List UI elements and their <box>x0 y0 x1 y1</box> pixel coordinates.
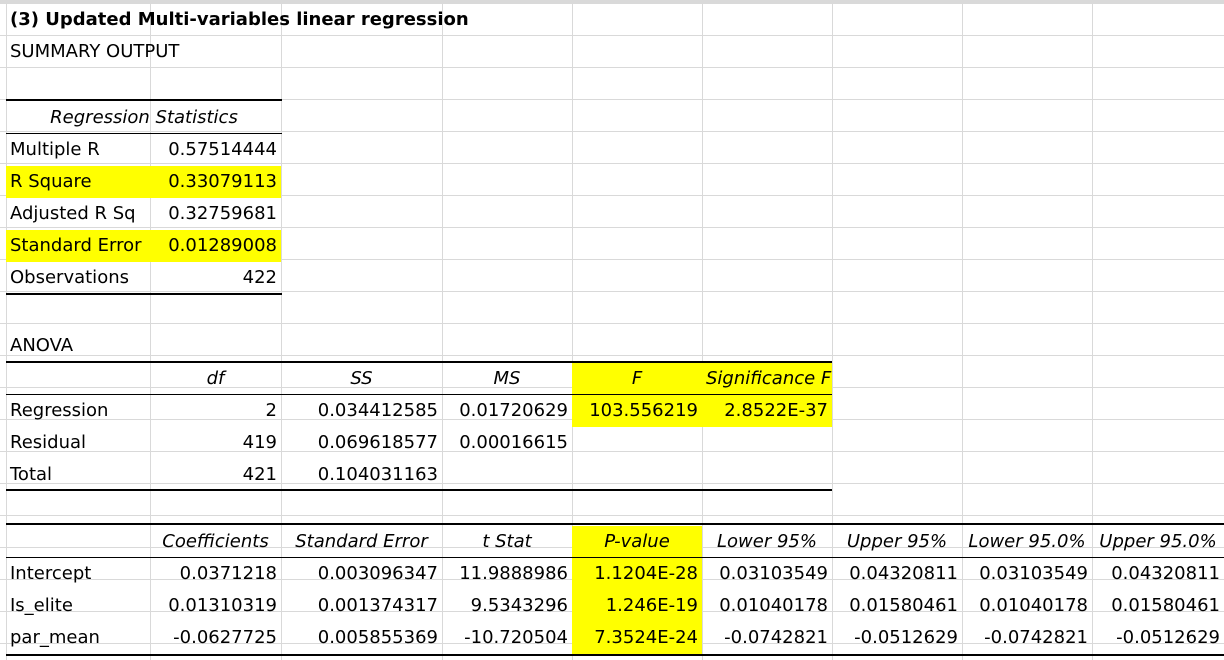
anova-label-regression[interactable]: Regression <box>10 400 109 421</box>
regstats-label-r-square[interactable]: R Square <box>6 166 150 198</box>
coef-header-standard-error[interactable]: Standard Error <box>295 531 428 552</box>
coef-intercept-lower-95[interactable]: 0.03103549 <box>719 563 828 584</box>
anova-header-significance-f[interactable]: Significance F <box>702 363 832 395</box>
regstats-value-r-square[interactable]: 0.33079113 <box>150 166 281 198</box>
regstats-label-standard-error[interactable]: Standard Error <box>6 230 150 262</box>
anova-header-f[interactable]: F <box>572 363 702 395</box>
coef-is-elite-upper-95[interactable]: 0.01580461 <box>849 595 958 616</box>
coef-intercept-standard-error[interactable]: 0.003096347 <box>317 563 438 584</box>
coef-top-border <box>6 523 1224 525</box>
coef-par-mean-coefficient[interactable]: -0.0627725 <box>173 627 277 648</box>
coef-par-mean-upper-95[interactable]: -0.0512629 <box>854 627 958 648</box>
coef-is-elite-p-value[interactable]: 1.246E-19 <box>572 590 702 622</box>
anova-ms-regression[interactable]: 0.01720629 <box>459 400 568 421</box>
anova-df-total[interactable]: 421 <box>242 464 277 485</box>
anova-df-residual[interactable]: 419 <box>242 432 277 453</box>
regstats-value-multiple-r[interactable]: 0.57514444 <box>168 139 277 160</box>
anova-ss-total[interactable]: 0.104031163 <box>317 464 438 485</box>
coef-intercept-t-stat[interactable]: 11.9888986 <box>459 563 568 584</box>
sheet-title[interactable]: (3) Updated Multi-variables linear regre… <box>10 9 469 30</box>
coef-header-coefficients[interactable]: Coefficients <box>162 531 269 552</box>
coef-label-intercept[interactable]: Intercept <box>10 563 92 584</box>
coef-header-t-stat[interactable]: t Stat <box>482 531 532 552</box>
coef-par-mean-lower-95-0[interactable]: -0.0742821 <box>984 627 1088 648</box>
anova-header-ms[interactable]: MS <box>493 368 521 389</box>
anova-f-regression[interactable]: 103.556219 <box>572 395 702 427</box>
coef-intercept-coefficient[interactable]: 0.0371218 <box>179 563 277 584</box>
coef-par-mean-t-stat[interactable]: -10.720504 <box>464 627 568 648</box>
coef-header-upper-95-0[interactable]: Upper 95.0% <box>1099 531 1217 552</box>
coef-header-lower-95-0[interactable]: Lower 95.0% <box>968 531 1086 552</box>
coef-header-p-value[interactable]: P-value <box>572 526 702 558</box>
regstats-header-border <box>6 133 282 134</box>
anova-header-border <box>6 394 832 395</box>
anova-ss-residual[interactable]: 0.069618577 <box>317 432 438 453</box>
anova-bottom-border <box>6 489 832 491</box>
regstats-value-standard-error[interactable]: 0.01289008 <box>150 230 281 262</box>
coef-is-elite-coefficient[interactable]: 0.01310319 <box>168 595 277 616</box>
coef-label-par-mean[interactable]: par_mean <box>10 627 100 648</box>
coef-par-mean-p-value[interactable]: 7.3524E-24 <box>572 622 702 654</box>
coef-intercept-lower-95-0[interactable]: 0.03103549 <box>979 563 1088 584</box>
coef-label-is-elite[interactable]: Is_elite <box>10 595 73 616</box>
anova-label[interactable]: ANOVA <box>10 335 74 356</box>
regstats-header[interactable]: Regression Statistics <box>50 107 238 128</box>
coef-is-elite-t-stat[interactable]: 9.5343296 <box>470 595 568 616</box>
coef-is-elite-standard-error[interactable]: 0.001374317 <box>317 595 438 616</box>
coef-par-mean-upper-95-0[interactable]: -0.0512629 <box>1116 627 1220 648</box>
coef-header-upper-95[interactable]: Upper 95% <box>846 531 948 552</box>
regstats-top-border <box>6 99 282 101</box>
anova-ms-residual[interactable]: 0.00016615 <box>459 432 568 453</box>
anova-df-regression[interactable]: 2 <box>265 400 277 421</box>
anova-header-df[interactable]: df <box>206 368 225 389</box>
coef-bottom-border <box>6 654 1224 656</box>
coef-is-elite-upper-95-0[interactable]: 0.01580461 <box>1111 595 1220 616</box>
anova-label-residual[interactable]: Residual <box>10 432 87 453</box>
regstats-bottom-border <box>6 293 282 295</box>
summary-output-label[interactable]: SUMMARY OUTPUT <box>10 41 180 62</box>
anova-ss-regression[interactable]: 0.034412585 <box>317 400 438 421</box>
coef-header-lower-95[interactable]: Lower 95% <box>717 531 817 552</box>
anova-header-ss[interactable]: SS <box>350 368 373 389</box>
column-header-strip[interactable] <box>0 0 1224 4</box>
coef-intercept-upper-95-0[interactable]: 0.04320811 <box>1111 563 1220 584</box>
coef-intercept-p-value[interactable]: 1.1204E-28 <box>572 558 702 590</box>
regstats-value-observations[interactable]: 422 <box>242 267 277 288</box>
coef-header-border <box>6 557 1224 558</box>
coef-is-elite-lower-95-0[interactable]: 0.01040178 <box>979 595 1088 616</box>
anova-top-border <box>6 361 832 363</box>
regstats-label-observations[interactable]: Observations <box>10 267 129 288</box>
regstats-value-adjusted-r-sq[interactable]: 0.32759681 <box>168 203 277 224</box>
regstats-label-multiple-r[interactable]: Multiple R <box>10 139 100 160</box>
regstats-label-adjusted-r-sq[interactable]: Adjusted R Sq <box>10 203 136 224</box>
coef-par-mean-standard-error[interactable]: 0.005855369 <box>317 627 438 648</box>
coef-par-mean-lower-95[interactable]: -0.0742821 <box>724 627 828 648</box>
anova-sig-f-regression[interactable]: 2.8522E-37 <box>702 395 832 427</box>
coef-intercept-upper-95[interactable]: 0.04320811 <box>849 563 958 584</box>
coef-is-elite-lower-95[interactable]: 0.01040178 <box>719 595 828 616</box>
anova-label-total[interactable]: Total <box>10 464 53 485</box>
